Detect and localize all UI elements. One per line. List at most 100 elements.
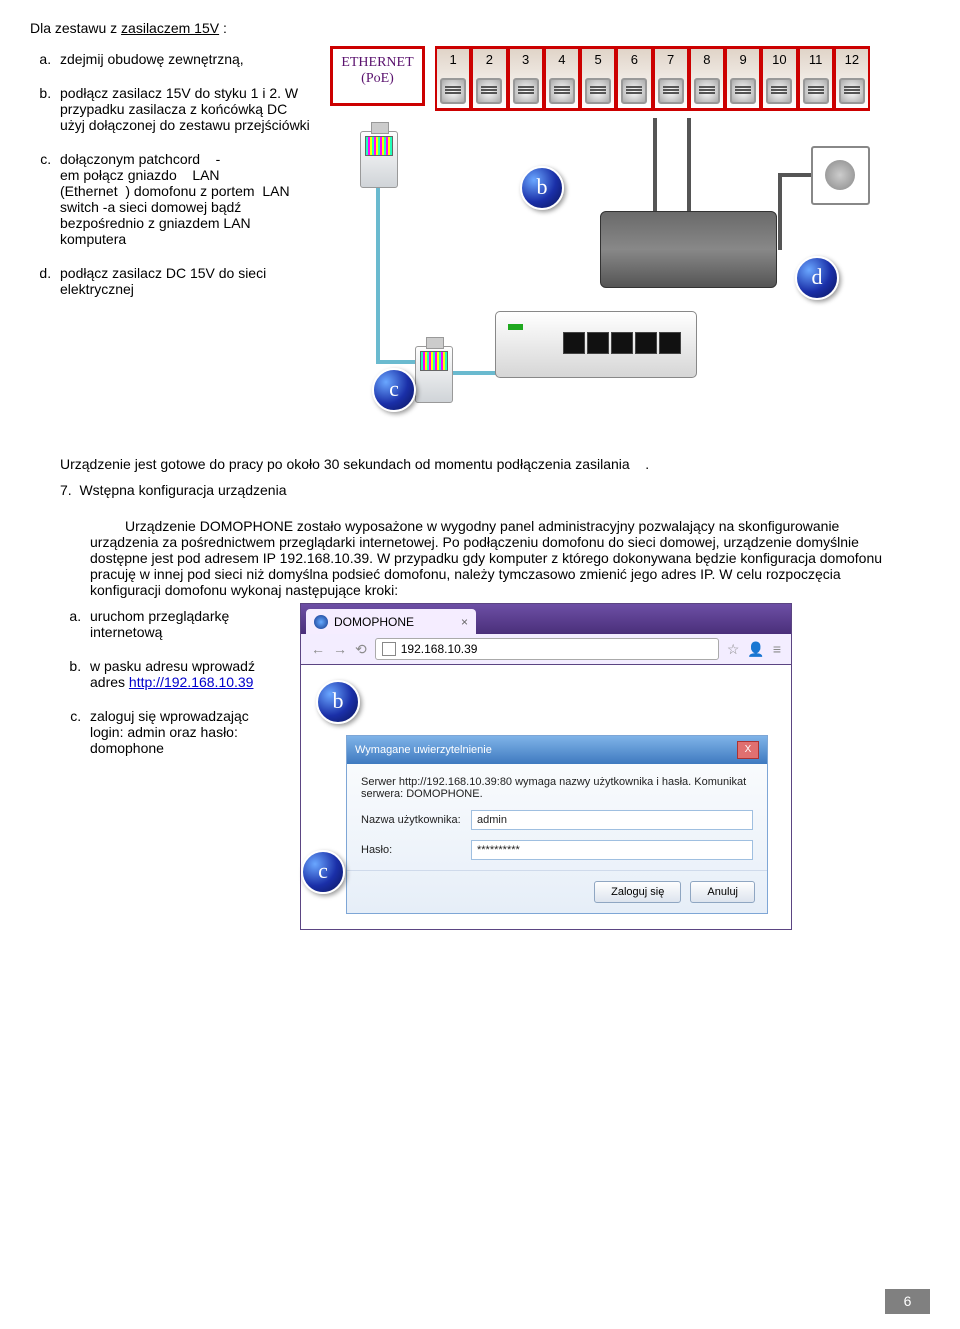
- wall-outlet: [811, 146, 870, 205]
- badge-c-browser: c: [301, 850, 345, 894]
- ready-main: Urządzenie jest gotowe do pracy po około…: [60, 456, 630, 472]
- config-steps-right: DOMOPHONE × ← → ⟲ 192.168.10.39 ☆ 👤 ≡ b: [300, 603, 930, 930]
- wiring-diagram: ETHERNET (PoE) 123456789101112 b: [330, 46, 870, 426]
- psu-c-t1: dołączonym patchcord: [60, 151, 200, 167]
- diagram1-col: ETHERNET (PoE) 123456789101112 b: [330, 46, 930, 426]
- psu-c-t5: switch: [60, 199, 99, 215]
- tab-title: DOMOPHONE: [334, 615, 414, 629]
- rj45-plug: [415, 346, 453, 403]
- eth-l1: ETHERNET: [333, 55, 422, 71]
- port-slot: 6: [616, 49, 652, 108]
- psu-c-lan2: LAN: [262, 183, 289, 199]
- cable: [778, 173, 782, 250]
- cfg-b-link[interactable]: http://192.168.10.39: [129, 674, 254, 690]
- eth-l2: (PoE): [333, 71, 422, 87]
- reload-icon[interactable]: ⟲: [355, 641, 367, 658]
- port-jack: [440, 78, 466, 104]
- auth-close-button[interactable]: X: [737, 741, 759, 759]
- port-slot: 9: [725, 49, 761, 108]
- psu-step-b: podłącz zasilacz 15V do styku 1 i 2. W p…: [55, 85, 310, 133]
- psu-step-d: podłącz zasilacz DC 15V do sieci elektry…: [55, 265, 310, 297]
- auth-body: Serwer http://192.168.10.39:80 wymaga na…: [347, 764, 767, 870]
- port-jack: [658, 78, 684, 104]
- auth-pass-field[interactable]: **********: [471, 840, 753, 860]
- psu-c-t3: (Ethernet: [60, 183, 118, 199]
- back-icon[interactable]: ←: [311, 641, 325, 657]
- port-slot: 7: [653, 49, 689, 108]
- psu-step-c: dołączonym patchcord - em połącz gniazdo…: [55, 151, 310, 247]
- badge-c: c: [372, 368, 416, 412]
- auth-buttons: Zaloguj się Anuluj: [347, 870, 767, 913]
- auth-message: Serwer http://192.168.10.39:80 wymaga na…: [361, 776, 753, 800]
- switch-ports: [563, 332, 681, 354]
- badge-b: b: [520, 166, 564, 210]
- cfg-step-a: uruchom przeglądarkę internetową: [85, 608, 280, 640]
- psu-steps-col: zdejmij obudowę zewnętrzną, podłącz zasi…: [30, 46, 310, 426]
- psu-c-t2: em połącz gniazdo: [60, 167, 177, 183]
- config-steps-section: uruchom przeglądarkę internetową w pasku…: [60, 603, 930, 930]
- port-slot: 4: [544, 49, 580, 108]
- port-jack: [694, 78, 720, 104]
- menu-icon[interactable]: ≡: [773, 641, 781, 657]
- cable: [376, 188, 380, 364]
- address-text: 192.168.10.39: [401, 642, 478, 656]
- auth-dialog: Wymagane uwierzytelnienie X Serwer http:…: [346, 735, 768, 914]
- port-jack: [549, 78, 575, 104]
- psu-step-a: zdejmij obudowę zewnętrzną,: [55, 51, 310, 67]
- port-slot: 3: [508, 49, 544, 108]
- port-slot: 11: [798, 49, 834, 108]
- auth-user-label: Nazwa użytkownika:: [361, 814, 471, 826]
- ethernet-label: ETHERNET (PoE): [330, 46, 425, 106]
- auth-titlebar: Wymagane uwierzytelnienie X: [347, 736, 767, 764]
- port-jack: [803, 78, 829, 104]
- rj45-plug: [360, 131, 398, 188]
- port-slot: 2: [471, 49, 507, 108]
- auth-user-field[interactable]: admin: [471, 810, 753, 830]
- intro-prefix: Dla zestawu z: [30, 20, 121, 36]
- psu-steps-list: zdejmij obudowę zewnętrzną, podłącz zasi…: [30, 51, 310, 297]
- browser-body: b: [301, 665, 791, 735]
- power-adapter: [600, 211, 777, 288]
- browser-addrbar: ← → ⟲ 192.168.10.39 ☆ 👤 ≡: [301, 634, 791, 665]
- port-jack: [513, 78, 539, 104]
- section-7-title: 7. Wstępna konfiguracja urządzenia: [60, 482, 930, 498]
- sec7-title: Wstępna konfiguracja urządzenia: [79, 482, 286, 498]
- config-steps-list: uruchom przeglądarkę internetową w pasku…: [60, 608, 280, 756]
- auth-pass-label: Hasło:: [361, 844, 471, 856]
- psu-c-t4: ) domofonu z portem: [125, 183, 254, 199]
- port-panel: 123456789101112: [435, 46, 870, 111]
- psu-c-dash: -: [216, 151, 221, 167]
- port-jack: [621, 78, 647, 104]
- intro-suffix: :: [223, 20, 227, 36]
- browser-mock: DOMOPHONE × ← → ⟲ 192.168.10.39 ☆ 👤 ≡ b: [300, 603, 792, 930]
- browser-tabbar: DOMOPHONE ×: [301, 604, 791, 634]
- address-field[interactable]: 192.168.10.39: [375, 638, 719, 660]
- port-jack: [476, 78, 502, 104]
- config-paragraph: Urządzenie DOMOPHONE zostało wyposażone …: [90, 518, 900, 598]
- cancel-button[interactable]: Anuluj: [690, 881, 755, 903]
- browser-tab[interactable]: DOMOPHONE ×: [306, 609, 476, 634]
- ready-dot: .: [645, 456, 649, 472]
- auth-pass-row: Hasło: **********: [361, 840, 753, 860]
- badge-b-browser: b: [316, 680, 360, 724]
- port-jack: [839, 78, 865, 104]
- cable: [653, 118, 657, 214]
- star-icon[interactable]: ☆: [727, 641, 740, 658]
- port-jack: [766, 78, 792, 104]
- port-slot: 8: [689, 49, 725, 108]
- cable: [687, 118, 691, 214]
- fwd-icon[interactable]: →: [333, 641, 347, 657]
- intro-psu: zasilaczem 15V: [121, 20, 219, 36]
- port-slot: 1: [435, 49, 471, 108]
- tab-close[interactable]: ×: [461, 615, 468, 629]
- port-slot: 12: [834, 49, 870, 108]
- sec7-num: 7.: [60, 482, 72, 498]
- top-section: zdejmij obudowę zewnętrzną, podłącz zasi…: [30, 46, 930, 426]
- port-jack: [730, 78, 756, 104]
- user-icon[interactable]: 👤: [747, 641, 764, 658]
- port-slot: 5: [580, 49, 616, 108]
- cfg-step-c: zaloguj się wprowadzając login: admin or…: [85, 708, 280, 756]
- config-steps-left: uruchom przeglądarkę internetową w pasku…: [60, 603, 280, 930]
- login-button[interactable]: Zaloguj się: [594, 881, 681, 903]
- doc-icon: [382, 642, 396, 656]
